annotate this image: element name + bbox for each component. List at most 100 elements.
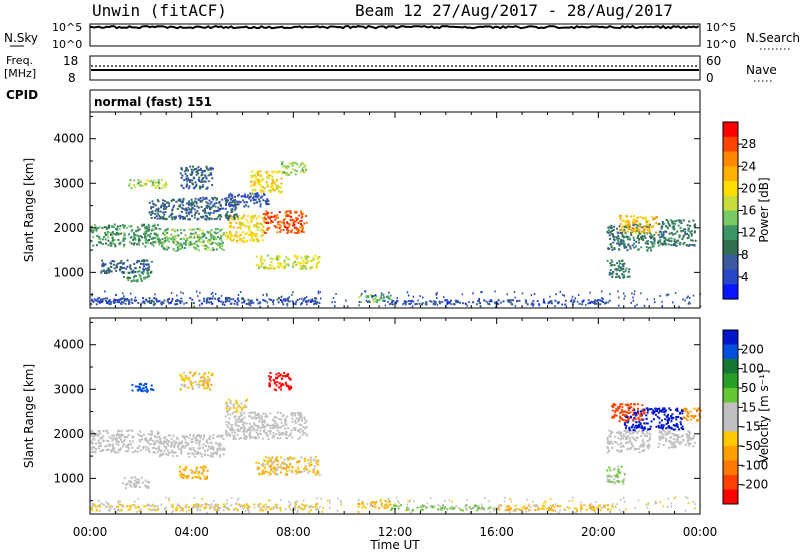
data-cell xyxy=(648,428,650,431)
data-cell xyxy=(176,207,179,210)
data-cell xyxy=(407,294,410,297)
data-cell xyxy=(663,222,666,225)
data-cell xyxy=(304,465,307,467)
data-cell xyxy=(225,403,228,406)
data-cell xyxy=(180,476,183,479)
data-cell xyxy=(627,431,630,434)
data-cell xyxy=(198,372,201,375)
data-cell xyxy=(189,297,192,300)
data-cell xyxy=(240,291,242,294)
data-cell xyxy=(678,428,680,431)
data-cell xyxy=(102,435,105,438)
data-cell xyxy=(668,431,671,434)
data-cell xyxy=(305,296,308,299)
data-cell xyxy=(264,300,267,303)
data-cell xyxy=(665,230,668,233)
data-cell xyxy=(267,505,270,508)
data-cell xyxy=(259,503,262,505)
data-cell xyxy=(286,375,289,377)
data-cell xyxy=(167,298,170,300)
data-cell xyxy=(197,507,200,509)
data-cell xyxy=(252,239,254,242)
data-cell xyxy=(175,200,178,203)
data-cell xyxy=(105,272,108,275)
data-cell xyxy=(154,302,156,305)
data-cell xyxy=(285,465,288,468)
data-cell xyxy=(285,464,288,467)
data-cell xyxy=(637,412,639,415)
data-cell xyxy=(184,475,187,478)
data-cell xyxy=(182,508,184,511)
data-cell xyxy=(653,217,656,220)
data-cell xyxy=(180,297,183,300)
data-cell xyxy=(263,266,266,269)
data-cell xyxy=(617,443,620,446)
data-cell xyxy=(626,419,629,422)
data-cell xyxy=(184,173,187,176)
data-cell xyxy=(652,412,655,415)
data-cell xyxy=(255,264,258,267)
data-cell xyxy=(237,217,239,220)
data-cell xyxy=(476,509,479,512)
data-cell xyxy=(625,416,628,419)
velocity-data-marks xyxy=(90,371,702,514)
data-cell xyxy=(633,246,636,249)
data-cell xyxy=(293,231,296,234)
data-cell xyxy=(175,300,178,303)
data-cell xyxy=(272,432,275,435)
data-cell xyxy=(580,504,583,507)
data-cell xyxy=(253,180,256,183)
data-cell xyxy=(123,438,126,441)
data-cell xyxy=(252,233,255,236)
data-cell xyxy=(298,262,301,265)
data-cell xyxy=(138,506,141,509)
data-cell xyxy=(304,427,307,430)
data-cell xyxy=(266,461,269,464)
data-cell xyxy=(222,301,225,304)
data-cell xyxy=(233,436,236,439)
data-cell xyxy=(91,230,94,233)
data-cell xyxy=(539,507,542,510)
data-cell xyxy=(611,409,614,412)
data-cell xyxy=(197,475,200,478)
data-cell xyxy=(478,302,481,305)
data-cell xyxy=(146,480,149,483)
data-cell xyxy=(107,236,110,239)
y-tick-label: 2000 xyxy=(53,221,84,235)
data-cell xyxy=(198,229,201,232)
data-cell xyxy=(661,223,664,225)
data-cell xyxy=(256,201,259,203)
data-cell xyxy=(152,206,155,209)
data-cell xyxy=(204,477,207,480)
data-cell xyxy=(562,293,564,296)
data-cell xyxy=(633,290,636,293)
data-cell xyxy=(253,225,256,228)
data-cell xyxy=(267,430,270,433)
data-cell xyxy=(262,193,265,195)
data-cell xyxy=(197,206,200,209)
data-cell xyxy=(432,303,435,305)
data-cell xyxy=(201,185,204,188)
data-cell xyxy=(110,225,113,228)
data-cell xyxy=(275,389,277,392)
data-cell xyxy=(312,458,315,461)
data-cell xyxy=(187,386,190,389)
data-cell xyxy=(205,196,208,199)
data-cell xyxy=(123,275,125,278)
data-cell xyxy=(657,240,660,243)
data-cell xyxy=(290,162,293,165)
data-cell xyxy=(184,217,186,220)
data-cell xyxy=(116,299,119,301)
data-cell xyxy=(225,424,228,427)
data-cell xyxy=(258,467,261,470)
data-cell xyxy=(291,293,293,296)
data-cell xyxy=(146,267,149,270)
data-cell xyxy=(227,297,230,300)
data-cell xyxy=(251,411,254,414)
data-cell xyxy=(295,263,298,266)
data-cell xyxy=(182,204,185,207)
data-cell xyxy=(643,422,646,425)
data-cell xyxy=(606,504,609,507)
power-data-marks xyxy=(90,161,702,308)
data-cell xyxy=(424,505,427,508)
